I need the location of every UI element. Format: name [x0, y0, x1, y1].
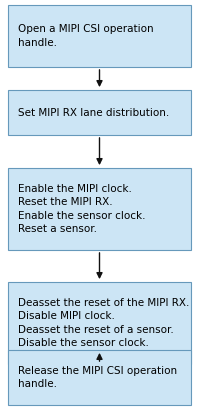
Text: Deasset the reset of the MIPI RX.
Disable MIPI clock.
Deasset the reset of a sen: Deasset the reset of the MIPI RX. Disabl… [18, 298, 189, 348]
Text: Release the MIPI CSI operation
handle.: Release the MIPI CSI operation handle. [18, 366, 177, 389]
Text: Open a MIPI CSI operation
handle.: Open a MIPI CSI operation handle. [18, 24, 154, 48]
FancyBboxPatch shape [8, 168, 191, 250]
FancyBboxPatch shape [8, 5, 191, 67]
Text: Enable the MIPI clock.
Reset the MIPI RX.
Enable the sensor clock.
Reset a senso: Enable the MIPI clock. Reset the MIPI RX… [18, 184, 145, 234]
FancyBboxPatch shape [8, 350, 191, 405]
FancyBboxPatch shape [8, 90, 191, 135]
FancyBboxPatch shape [8, 282, 191, 364]
Text: Set MIPI RX lane distribution.: Set MIPI RX lane distribution. [18, 108, 169, 117]
